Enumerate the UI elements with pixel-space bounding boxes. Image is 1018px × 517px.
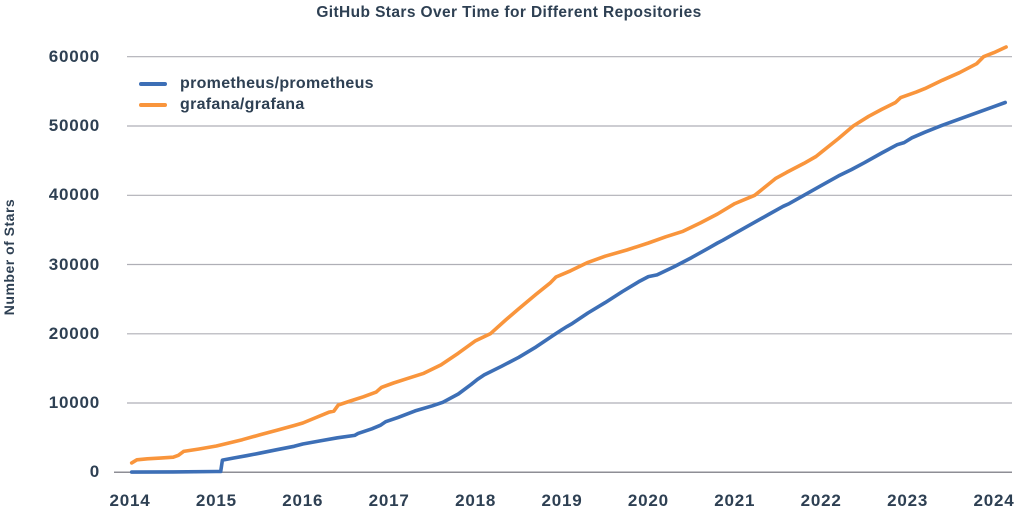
x-tick-label: 2018 [455, 491, 497, 510]
y-tick-label: 60000 [48, 46, 100, 66]
x-tick-label: 2022 [800, 491, 842, 510]
chart-title: GitHub Stars Over Time for Different Rep… [316, 4, 702, 21]
legend-label-prometheus: prometheus/prometheus [180, 74, 374, 92]
legend-swatch-grafana [139, 102, 167, 107]
y-tick-label: 20000 [48, 323, 100, 343]
legend-swatch-prometheus [139, 81, 167, 86]
x-tick-label: 2016 [282, 491, 324, 510]
x-tick-label: 2015 [195, 491, 237, 510]
x-tick-label: 2019 [541, 491, 583, 510]
y-tick-label: 10000 [48, 393, 100, 413]
series-line-prometheus [129, 100, 1008, 474]
x-tick-label: 2023 [887, 491, 929, 510]
legend-item-grafana: grafana/grafana [139, 94, 374, 115]
x-tick-label: 2014 [109, 491, 151, 510]
x-tick-label: 2021 [714, 491, 756, 510]
legend-label-grafana: grafana/grafana [180, 95, 305, 113]
y-tick-label: 30000 [48, 254, 100, 274]
series-line-grafana [129, 45, 1008, 465]
y-tick-label: 50000 [48, 116, 100, 135]
y-tick-label: 0 [89, 462, 100, 482]
x-tick-label: 2024 [973, 491, 1015, 510]
x-tick-label: 2020 [627, 491, 669, 510]
legend-item-prometheus: prometheus/prometheus [139, 73, 374, 94]
y-tick-label: 40000 [48, 185, 100, 205]
x-tick-label: 2017 [368, 491, 410, 510]
legend: prometheus/prometheus grafana/grafana [139, 73, 374, 115]
